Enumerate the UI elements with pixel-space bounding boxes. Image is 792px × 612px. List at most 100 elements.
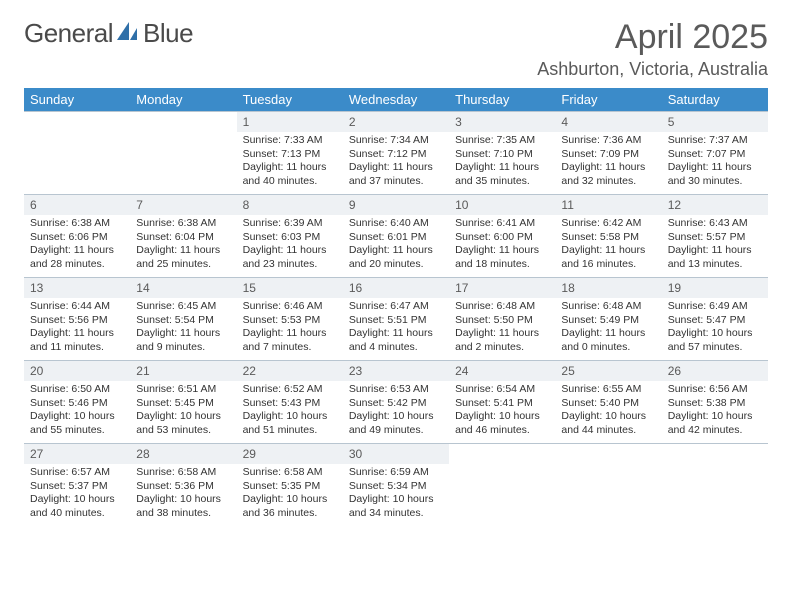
- sunrise-text: Sunrise: 6:42 AM: [561, 217, 655, 231]
- day-content: Sunrise: 6:58 AMSunset: 5:35 PMDaylight:…: [237, 464, 343, 525]
- month-title: April 2025: [537, 18, 768, 57]
- sunrise-text: Sunrise: 6:54 AM: [455, 383, 549, 397]
- day-number: 3: [449, 112, 555, 132]
- sunrise-text: Sunrise: 6:58 AM: [243, 466, 337, 480]
- sunrise-text: Sunrise: 7:35 AM: [455, 134, 549, 148]
- daylight-text: Daylight: 10 hours and 38 minutes.: [136, 493, 230, 520]
- day-number: 17: [449, 278, 555, 298]
- logo-text-1: General: [24, 18, 113, 49]
- daylight-text: Daylight: 11 hours and 9 minutes.: [136, 327, 230, 354]
- day-cell: 5Sunrise: 7:37 AMSunset: 7:07 PMDaylight…: [662, 112, 768, 194]
- sunrise-text: Sunrise: 6:48 AM: [561, 300, 655, 314]
- day-cell: 26Sunrise: 6:56 AMSunset: 5:38 PMDayligh…: [662, 361, 768, 443]
- week-row: 20Sunrise: 6:50 AMSunset: 5:46 PMDayligh…: [24, 360, 768, 443]
- sunrise-text: Sunrise: 6:58 AM: [136, 466, 230, 480]
- day-content: Sunrise: 6:43 AMSunset: 5:57 PMDaylight:…: [662, 215, 768, 276]
- day-number: 27: [24, 444, 130, 464]
- daylight-text: Daylight: 10 hours and 40 minutes.: [30, 493, 124, 520]
- sunset-text: Sunset: 5:53 PM: [243, 314, 337, 328]
- day-cell: 9Sunrise: 6:40 AMSunset: 6:01 PMDaylight…: [343, 195, 449, 277]
- daylight-text: Daylight: 11 hours and 35 minutes.: [455, 161, 549, 188]
- day-content: Sunrise: 6:49 AMSunset: 5:47 PMDaylight:…: [662, 298, 768, 359]
- daylight-text: Daylight: 11 hours and 28 minutes.: [30, 244, 124, 271]
- day-cell: 30Sunrise: 6:59 AMSunset: 5:34 PMDayligh…: [343, 444, 449, 526]
- day-cell: 13Sunrise: 6:44 AMSunset: 5:56 PMDayligh…: [24, 278, 130, 360]
- day-cell: 7Sunrise: 6:38 AMSunset: 6:04 PMDaylight…: [130, 195, 236, 277]
- day-content: Sunrise: 6:59 AMSunset: 5:34 PMDaylight:…: [343, 464, 449, 525]
- day-header: Friday: [555, 88, 661, 111]
- daylight-text: Daylight: 11 hours and 13 minutes.: [668, 244, 762, 271]
- day-content: Sunrise: 6:45 AMSunset: 5:54 PMDaylight:…: [130, 298, 236, 359]
- day-header: Saturday: [662, 88, 768, 111]
- day-number: 29: [237, 444, 343, 464]
- day-cell: 15Sunrise: 6:46 AMSunset: 5:53 PMDayligh…: [237, 278, 343, 360]
- day-number: 23: [343, 361, 449, 381]
- day-content: Sunrise: 6:53 AMSunset: 5:42 PMDaylight:…: [343, 381, 449, 442]
- sunset-text: Sunset: 5:38 PM: [668, 397, 762, 411]
- daylight-text: Daylight: 10 hours and 57 minutes.: [668, 327, 762, 354]
- daylight-text: Daylight: 11 hours and 7 minutes.: [243, 327, 337, 354]
- day-number: 1: [237, 112, 343, 132]
- sunset-text: Sunset: 7:09 PM: [561, 148, 655, 162]
- day-content: Sunrise: 7:35 AMSunset: 7:10 PMDaylight:…: [449, 132, 555, 193]
- sunset-text: Sunset: 6:04 PM: [136, 231, 230, 245]
- day-content: Sunrise: 6:46 AMSunset: 5:53 PMDaylight:…: [237, 298, 343, 359]
- day-cell: 10Sunrise: 6:41 AMSunset: 6:00 PMDayligh…: [449, 195, 555, 277]
- sunset-text: Sunset: 5:49 PM: [561, 314, 655, 328]
- daylight-text: Daylight: 10 hours and 55 minutes.: [30, 410, 124, 437]
- day-content: Sunrise: 6:40 AMSunset: 6:01 PMDaylight:…: [343, 215, 449, 276]
- sunrise-text: Sunrise: 6:41 AM: [455, 217, 549, 231]
- week-row: 27Sunrise: 6:57 AMSunset: 5:37 PMDayligh…: [24, 443, 768, 526]
- day-content: Sunrise: 7:34 AMSunset: 7:12 PMDaylight:…: [343, 132, 449, 193]
- header: General Blue April 2025 Ashburton, Victo…: [24, 18, 768, 80]
- day-number: 19: [662, 278, 768, 298]
- day-number: 28: [130, 444, 236, 464]
- day-content: Sunrise: 6:52 AMSunset: 5:43 PMDaylight:…: [237, 381, 343, 442]
- sunrise-text: Sunrise: 6:38 AM: [136, 217, 230, 231]
- sunrise-text: Sunrise: 6:44 AM: [30, 300, 124, 314]
- day-number: 16: [343, 278, 449, 298]
- day-content: Sunrise: 6:38 AMSunset: 6:06 PMDaylight:…: [24, 215, 130, 276]
- daylight-text: Daylight: 11 hours and 20 minutes.: [349, 244, 443, 271]
- day-number: 30: [343, 444, 449, 464]
- sunset-text: Sunset: 7:07 PM: [668, 148, 762, 162]
- day-header: Monday: [130, 88, 236, 111]
- day-number: 20: [24, 361, 130, 381]
- week-row: 13Sunrise: 6:44 AMSunset: 5:56 PMDayligh…: [24, 277, 768, 360]
- day-header-row: SundayMondayTuesdayWednesdayThursdayFrid…: [24, 88, 768, 111]
- daylight-text: Daylight: 10 hours and 49 minutes.: [349, 410, 443, 437]
- logo-text-2: Blue: [143, 18, 193, 49]
- day-cell: [449, 444, 555, 526]
- day-number: 14: [130, 278, 236, 298]
- sunrise-text: Sunrise: 7:37 AM: [668, 134, 762, 148]
- day-number: 8: [237, 195, 343, 215]
- sunset-text: Sunset: 6:03 PM: [243, 231, 337, 245]
- sunrise-text: Sunrise: 6:47 AM: [349, 300, 443, 314]
- day-number: 5: [662, 112, 768, 132]
- sunset-text: Sunset: 5:56 PM: [30, 314, 124, 328]
- day-cell: 12Sunrise: 6:43 AMSunset: 5:57 PMDayligh…: [662, 195, 768, 277]
- day-number: 11: [555, 195, 661, 215]
- day-number: 26: [662, 361, 768, 381]
- sunrise-text: Sunrise: 6:40 AM: [349, 217, 443, 231]
- sunset-text: Sunset: 5:41 PM: [455, 397, 549, 411]
- day-content: Sunrise: 6:41 AMSunset: 6:00 PMDaylight:…: [449, 215, 555, 276]
- sunset-text: Sunset: 6:00 PM: [455, 231, 549, 245]
- day-content: Sunrise: 6:51 AMSunset: 5:45 PMDaylight:…: [130, 381, 236, 442]
- day-cell: 19Sunrise: 6:49 AMSunset: 5:47 PMDayligh…: [662, 278, 768, 360]
- day-content: Sunrise: 6:56 AMSunset: 5:38 PMDaylight:…: [662, 381, 768, 442]
- daylight-text: Daylight: 11 hours and 11 minutes.: [30, 327, 124, 354]
- sunset-text: Sunset: 5:51 PM: [349, 314, 443, 328]
- sunset-text: Sunset: 6:01 PM: [349, 231, 443, 245]
- sunrise-text: Sunrise: 6:38 AM: [30, 217, 124, 231]
- sunset-text: Sunset: 5:47 PM: [668, 314, 762, 328]
- sunset-text: Sunset: 5:43 PM: [243, 397, 337, 411]
- sunrise-text: Sunrise: 6:53 AM: [349, 383, 443, 397]
- day-cell: 2Sunrise: 7:34 AMSunset: 7:12 PMDaylight…: [343, 112, 449, 194]
- day-cell: 8Sunrise: 6:39 AMSunset: 6:03 PMDaylight…: [237, 195, 343, 277]
- day-number: 21: [130, 361, 236, 381]
- sunrise-text: Sunrise: 6:50 AM: [30, 383, 124, 397]
- daylight-text: Daylight: 11 hours and 4 minutes.: [349, 327, 443, 354]
- day-cell: 4Sunrise: 7:36 AMSunset: 7:09 PMDaylight…: [555, 112, 661, 194]
- day-content: Sunrise: 7:36 AMSunset: 7:09 PMDaylight:…: [555, 132, 661, 193]
